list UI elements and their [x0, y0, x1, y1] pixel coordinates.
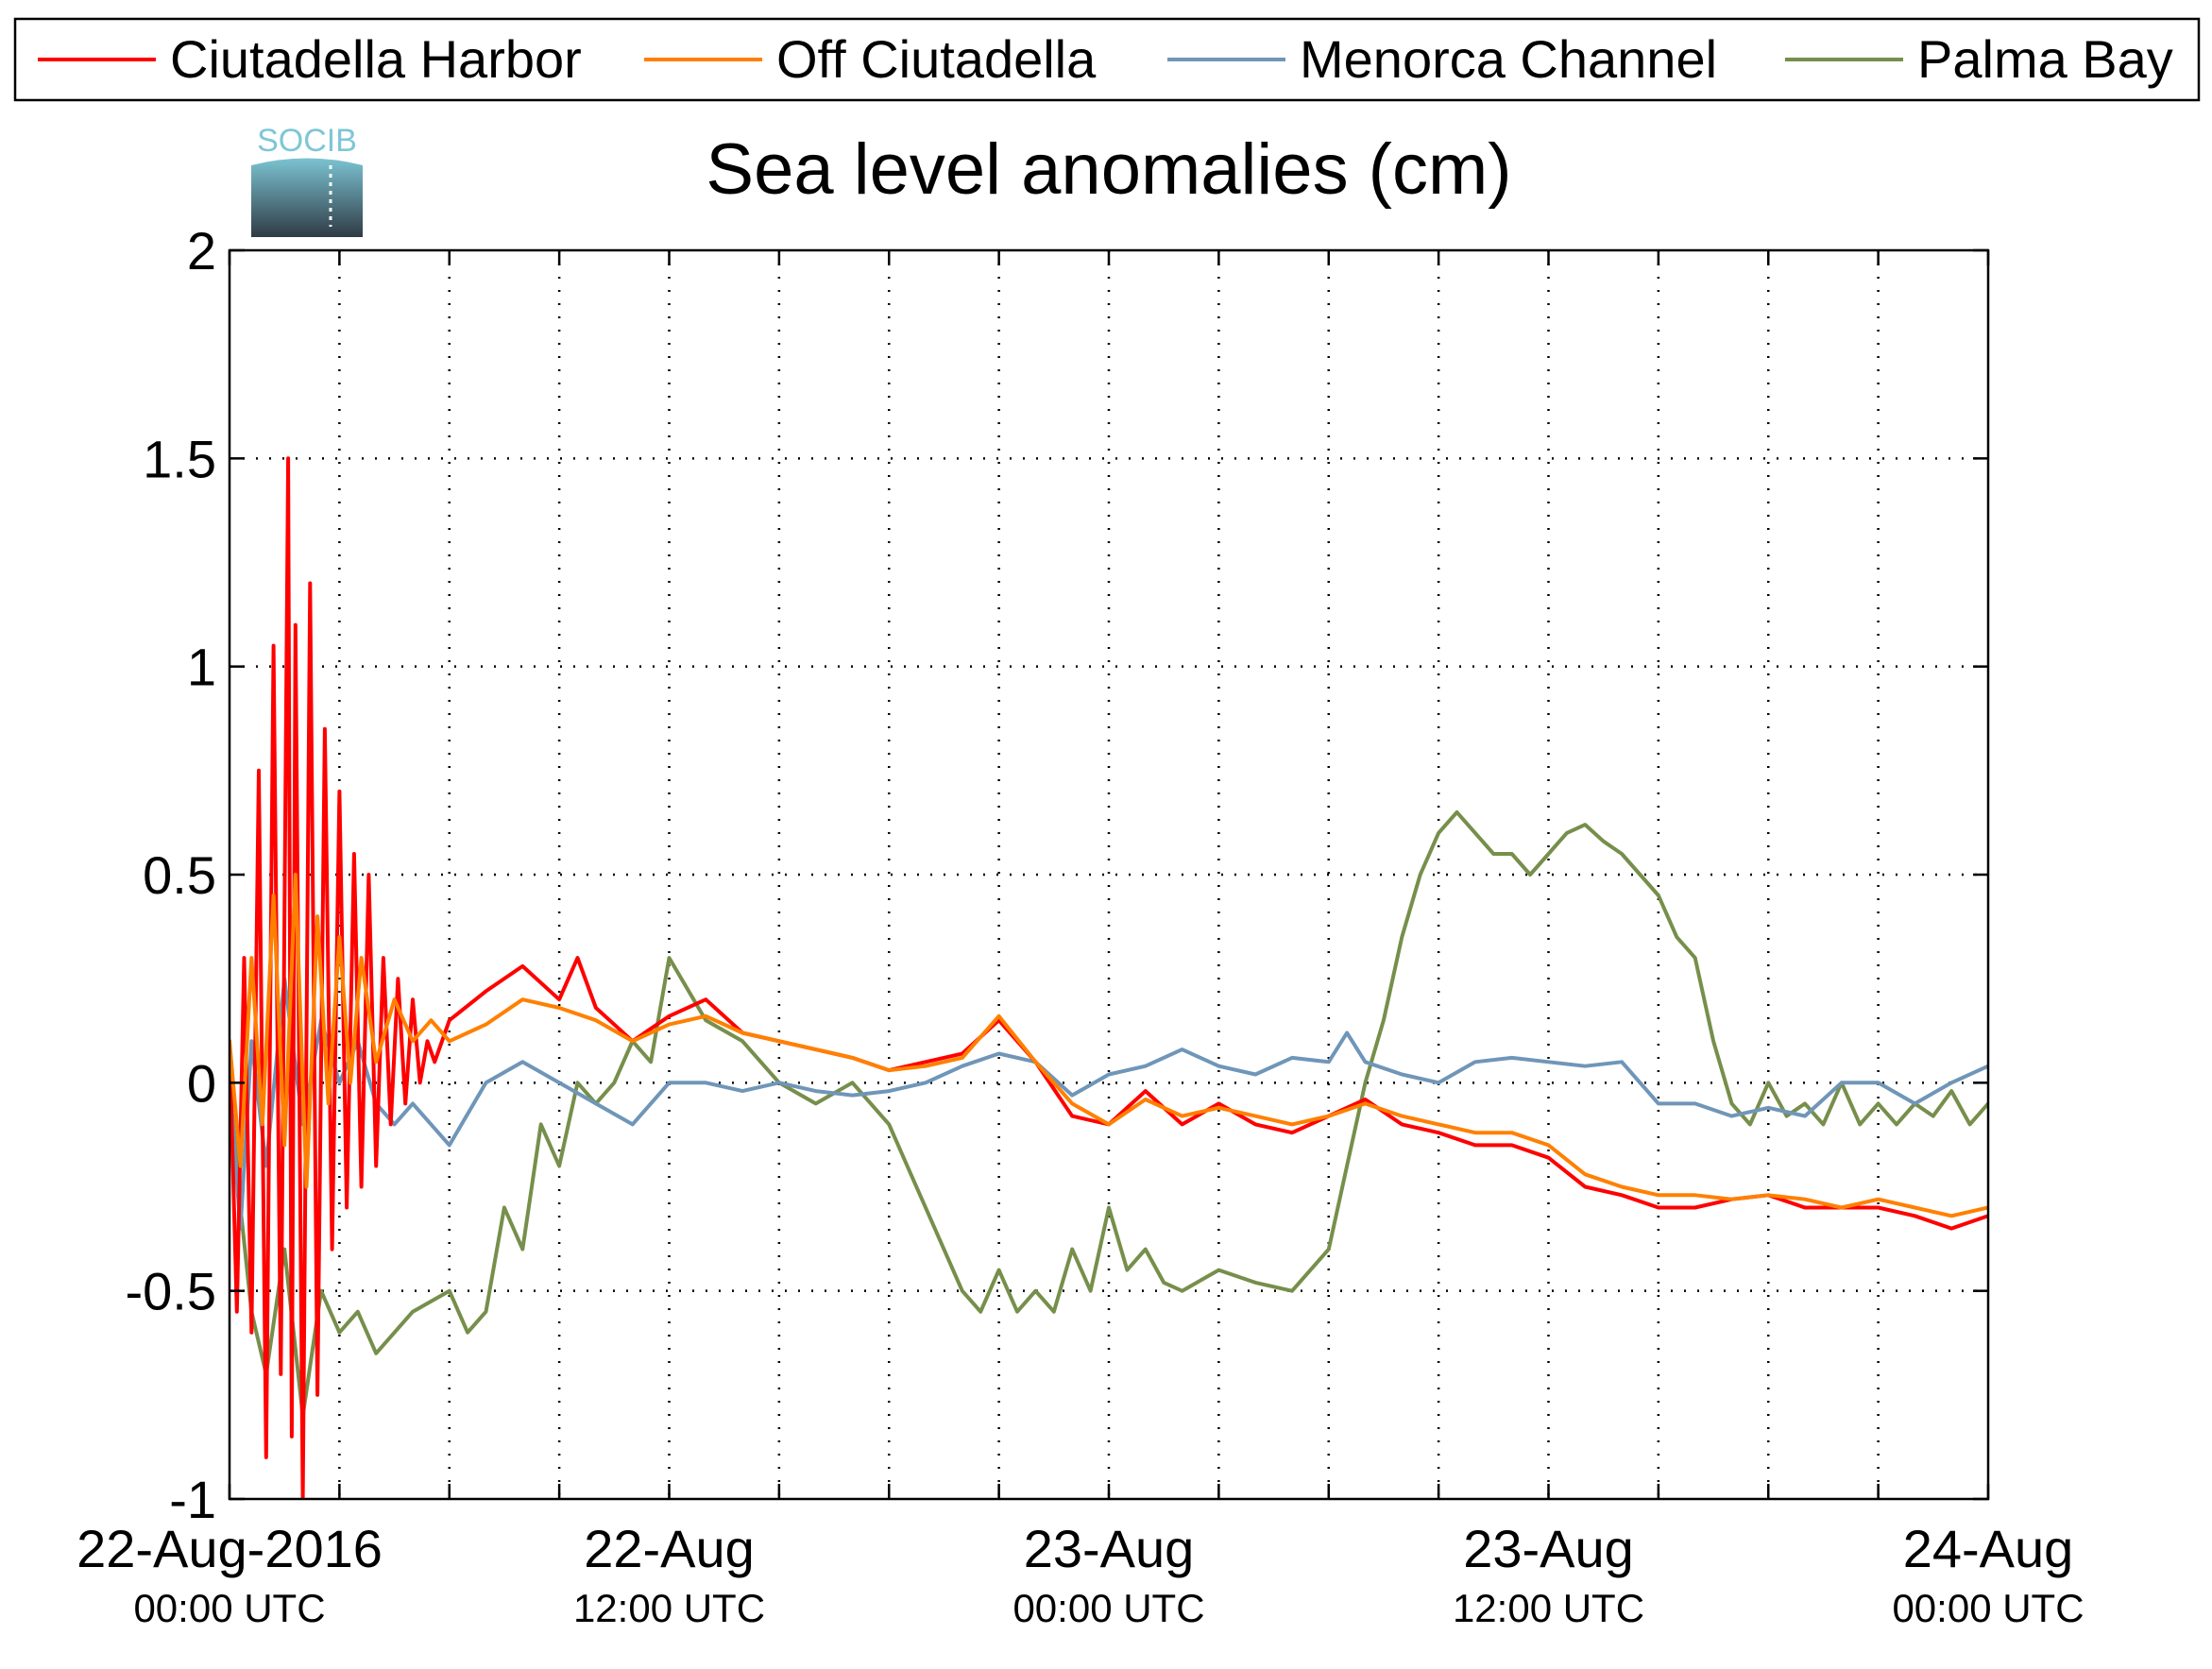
x-tick-label: 22-Aug-2016 [77, 1519, 383, 1578]
x-tick-labels: 22-Aug-2016 00:00 UTC 22-Aug 12:00 UTC 23-Au… [77, 1519, 2084, 1630]
legend-label-menorca-channel: Menorca Channel [1300, 29, 1717, 89]
socib-logo: SOCIB [251, 123, 363, 237]
axis-ticks [228, 248, 1990, 1501]
series-line-palma-bay [230, 809, 1988, 1418]
legend-label-ciutadella-harbor: Ciutadella Harbor [170, 29, 582, 89]
legend-label-off-ciutadella: Off Ciutadella [776, 29, 1097, 89]
y-tick-labels: 2 1.5 1 0.5 0 -0.5 -1 [126, 221, 217, 1529]
x-tick-label: 22-Aug [584, 1519, 755, 1578]
x-tick-label: 23-Aug [1024, 1519, 1195, 1578]
y-tick-label: 0 [187, 1053, 216, 1113]
x-tick-sublabel: 00:00 UTC [1892, 1586, 2084, 1630]
series-line-off-ciutadella [230, 873, 1988, 1218]
series-line-ciutadella-harbor [230, 456, 1988, 1499]
x-tick-label: 23-Aug [1463, 1519, 1634, 1578]
y-tick-label: 0.5 [143, 845, 216, 905]
y-tick-label: 1.5 [143, 429, 216, 488]
series-lines [230, 456, 1988, 1499]
y-tick-label: 2 [187, 221, 216, 281]
socib-logo-text: SOCIB [257, 123, 357, 159]
legend: Ciutadella Harbor Off Ciutadella Menorca… [13, 17, 2201, 102]
x-tick-sublabel: 12:00 UTC [1453, 1586, 1644, 1630]
grid-lines [230, 250, 1988, 1499]
chart-title: Sea level anomalies (cm) [706, 129, 1511, 210]
y-tick-label: 1 [187, 638, 216, 697]
x-tick-sublabel: 12:00 UTC [573, 1586, 765, 1630]
legend-label-palma-bay: Palma Bay [1917, 29, 2173, 89]
y-tick-label: -0.5 [126, 1262, 217, 1321]
y-tick-label: -1 [169, 1470, 216, 1529]
x-tick-sublabel: 00:00 UTC [133, 1586, 325, 1630]
x-tick-sublabel: 00:00 UTC [1012, 1586, 1204, 1630]
x-tick-label: 24-Aug [1903, 1519, 2074, 1578]
